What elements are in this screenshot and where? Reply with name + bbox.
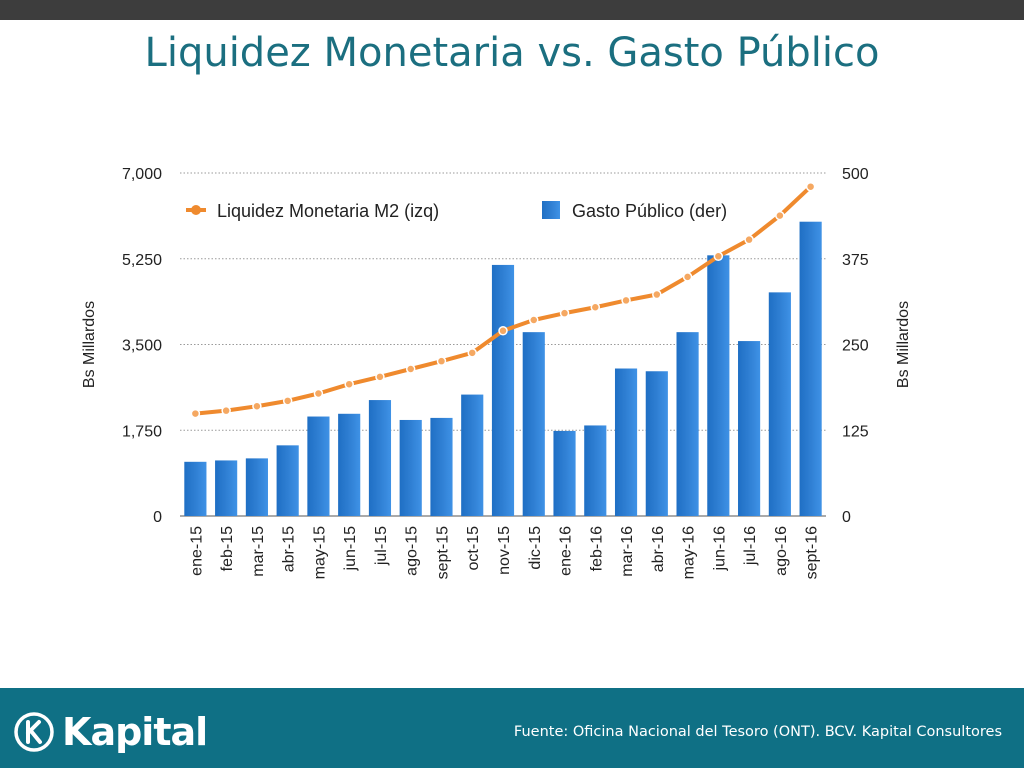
- point-liquidez-m2: [282, 396, 293, 406]
- bar-gasto-publico: [461, 394, 484, 516]
- legend-label-gasto: Gasto Público (der): [572, 201, 727, 221]
- chart: 0 1,750 3,500 5,250 7,000 0 125 250 375 500 ene-15…: [81, 166, 912, 579]
- kapital-k-icon: [14, 712, 54, 752]
- point-liquidez-m2: [775, 210, 785, 221]
- x-tick-label: sept-16: [804, 526, 821, 579]
- bar-gasto-publico: [676, 332, 699, 516]
- y-tick-label-left: 3,500: [122, 338, 162, 355]
- y-tick-label-right: 375: [842, 252, 869, 269]
- legend-label-liquidez: Liquidez Monetaria M2 (izq): [217, 201, 439, 221]
- y-tick-label-left: 7,000: [122, 166, 162, 183]
- point-liquidez-m2: [498, 326, 508, 336]
- y-axis-title-left: Bs Millardos: [81, 301, 98, 388]
- bar-gasto-publico: [738, 341, 761, 516]
- x-tick-label: jun-16: [711, 526, 728, 572]
- x-tick-label: sept-15: [434, 526, 451, 579]
- bar-gasto-publico: [799, 221, 822, 516]
- point-liquidez-m2: [467, 348, 477, 358]
- y-tick-label-left: 0: [153, 509, 162, 526]
- x-tick-label: jul-16: [742, 526, 759, 566]
- x-tick-label: jul-15: [373, 526, 390, 566]
- bar-gasto-publico: [430, 417, 453, 516]
- x-tick-label: may-15: [311, 526, 328, 579]
- x-tick-label: jun-15: [342, 526, 359, 572]
- point-liquidez-m2: [682, 272, 693, 282]
- x-tick-label: ago-15: [404, 526, 421, 576]
- point-liquidez-m2: [744, 234, 754, 245]
- point-liquidez-m2: [405, 364, 416, 374]
- point-liquidez-m2: [436, 356, 447, 366]
- point-liquidez-m2: [344, 379, 354, 389]
- y-tick-label-left: 1,750: [122, 423, 162, 440]
- bar-gasto-publico: [276, 445, 299, 516]
- legend-line-marker: [191, 205, 201, 215]
- x-tick-label: abr-15: [281, 526, 298, 572]
- point-liquidez-m2: [590, 302, 601, 313]
- x-tick-label: oct-15: [465, 526, 482, 571]
- bar-gasto-publico: [307, 416, 330, 516]
- x-tick-label: dic-15: [527, 526, 544, 570]
- bar-gasto-publico: [584, 425, 607, 516]
- point-liquidez-m2: [190, 408, 201, 419]
- y-tick-label-right: 250: [842, 338, 869, 355]
- x-tick-label: nov-15: [496, 526, 513, 575]
- bar-gasto-publico: [338, 413, 361, 516]
- point-liquidez-m2: [621, 295, 631, 306]
- bar-gasto-publico: [368, 400, 392, 516]
- legend-bar-swatch: [542, 201, 560, 219]
- x-tick-label: ago-16: [773, 526, 790, 576]
- bar-gasto-publico: [553, 430, 576, 516]
- bar-gasto-publico: [491, 264, 515, 516]
- y-tick-label-right: 500: [842, 166, 869, 183]
- logo-text: Kapital: [62, 710, 208, 754]
- bar-gasto-publico: [707, 255, 730, 516]
- point-liquidez-m2: [805, 181, 816, 192]
- point-liquidez-m2: [313, 388, 324, 399]
- bar-gasto-publico: [245, 458, 268, 516]
- x-tick-label: abr-16: [650, 526, 667, 572]
- bar-gasto-publico: [522, 332, 545, 516]
- bar-gasto-publico: [184, 461, 207, 516]
- bar-gasto-publico: [768, 292, 791, 516]
- point-liquidez-m2: [221, 405, 231, 416]
- bar-gasto-publico: [645, 371, 668, 516]
- page-title: Liquidez Monetaria vs. Gasto Público: [144, 30, 880, 76]
- x-tick-label: feb-16: [588, 526, 605, 571]
- point-liquidez-m2: [529, 315, 539, 325]
- y-tick-label-right: 125: [842, 423, 869, 440]
- point-liquidez-m2: [652, 289, 662, 300]
- source-note: Fuente: Oficina Nacional del Tesoro (ONT…: [513, 724, 1002, 740]
- kapital-logo: Kapital: [14, 710, 208, 754]
- point-liquidez-m2: [559, 308, 570, 318]
- x-tick-label: ene-16: [558, 526, 575, 576]
- x-tick-label: mar-15: [250, 526, 267, 577]
- x-tick-label: feb-15: [219, 526, 236, 571]
- x-tick-label: ene-15: [188, 526, 205, 576]
- top-bar: [0, 0, 1024, 20]
- x-tick-label: mar-16: [619, 526, 636, 577]
- y-tick-label-right: 0: [842, 509, 851, 526]
- x-tick-label: may-16: [681, 526, 698, 579]
- y-axis-title-right: Bs Millardos: [895, 301, 912, 388]
- bar-gasto-publico: [399, 419, 422, 516]
- y-tick-label-left: 5,250: [122, 252, 162, 269]
- point-liquidez-m2: [252, 401, 262, 411]
- footer: Kapital Fuente: Oficina Nacional del Tes…: [0, 688, 1024, 768]
- bar-gasto-publico: [215, 460, 238, 516]
- bar-gasto-publico: [614, 368, 638, 516]
- point-liquidez-m2: [375, 372, 385, 382]
- point-liquidez-m2: [713, 251, 724, 262]
